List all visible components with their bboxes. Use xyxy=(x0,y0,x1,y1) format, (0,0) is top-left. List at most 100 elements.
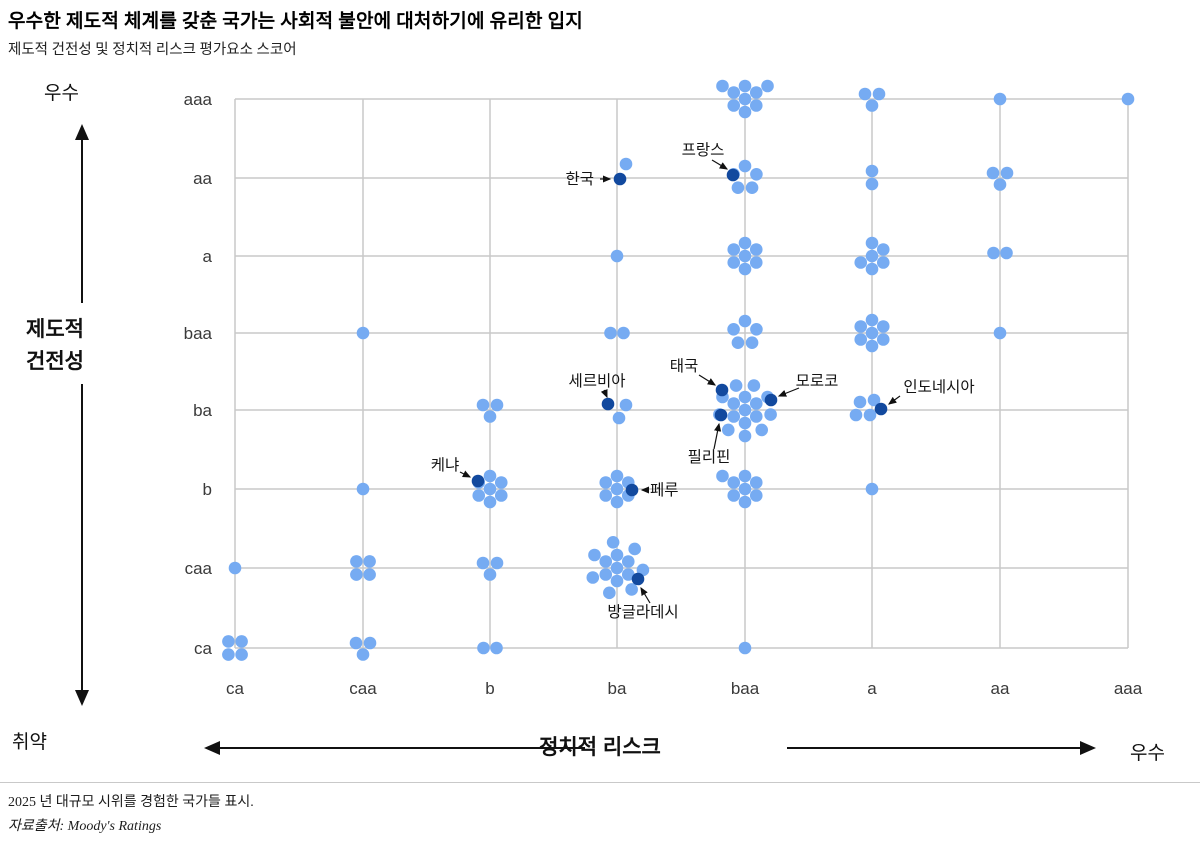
country-label: 인도네시아 xyxy=(903,378,974,396)
country-dot xyxy=(727,476,741,489)
country-dot xyxy=(731,181,745,195)
dot-cluster xyxy=(619,157,633,171)
country-dot xyxy=(621,568,635,581)
highlighted-country: 모로코 xyxy=(764,373,838,407)
country-dot xyxy=(610,482,624,496)
country-dot xyxy=(727,86,741,99)
highlighted-country: 세르비아 xyxy=(568,372,626,411)
x-tick-label: b xyxy=(485,679,494,698)
dot-cluster xyxy=(865,482,879,496)
x-tick-label: aaa xyxy=(1114,679,1143,698)
dot-cluster xyxy=(222,635,248,661)
highlighted-country-dot xyxy=(714,408,728,422)
highlighted-country: 페루 xyxy=(625,481,679,499)
y-axis-title: 제도적 건전성 xyxy=(26,314,84,377)
country-dot xyxy=(356,326,370,340)
country-dot xyxy=(476,556,490,570)
country-label: 방글라데시 xyxy=(607,603,678,621)
country-dot xyxy=(612,411,626,425)
y-tick-label: a xyxy=(203,247,213,266)
highlighted-country-dot xyxy=(471,474,485,488)
country-dot xyxy=(863,408,877,422)
dot-cluster xyxy=(599,469,635,509)
country-dot xyxy=(749,410,763,423)
country-dot xyxy=(755,423,769,437)
dot-cluster xyxy=(356,482,370,496)
country-dot xyxy=(490,641,503,655)
country-dot xyxy=(727,397,741,410)
country-dot xyxy=(228,561,242,575)
x-tick-label: a xyxy=(867,679,877,698)
country-dot xyxy=(993,92,1007,106)
highlighted-country: 필리핀 xyxy=(688,408,731,466)
dot-cluster xyxy=(610,249,624,263)
country-dot xyxy=(599,489,613,502)
country-dot xyxy=(987,246,1000,260)
x-axis-arrowhead-left xyxy=(204,741,220,755)
country-dot xyxy=(738,92,752,106)
x-tick-label: caa xyxy=(349,679,377,698)
highlighted-country: 한국 xyxy=(565,170,627,188)
country-dot xyxy=(588,548,601,562)
country-dot xyxy=(494,489,508,502)
dot-cluster xyxy=(586,535,650,600)
highlighted-country: 프랑스 xyxy=(682,141,740,182)
y-axis-title-line2: 건전성 xyxy=(26,349,84,373)
dot-cluster xyxy=(612,398,633,425)
country-dot xyxy=(738,403,752,417)
country-dot xyxy=(476,398,490,412)
country-dot xyxy=(610,561,624,575)
annotation-leader-line xyxy=(888,395,901,405)
annotation-leader-line xyxy=(459,470,472,478)
dot-cluster xyxy=(987,246,1013,260)
highlighted-country-dot xyxy=(715,383,729,397)
country-dot xyxy=(867,393,881,407)
country-dot xyxy=(1121,92,1135,106)
highlighted-country-dot xyxy=(613,172,627,186)
country-dot xyxy=(727,243,741,256)
country-dot xyxy=(738,79,752,93)
highlighted-country: 방글라데시 xyxy=(607,572,679,621)
country-dot xyxy=(472,489,486,502)
country-dot xyxy=(621,555,635,568)
country-dot xyxy=(729,379,743,392)
country-dot xyxy=(749,99,763,112)
country-dot xyxy=(854,320,868,333)
y-tick-label: baa xyxy=(184,324,213,343)
country-dot xyxy=(731,336,745,350)
country-dot xyxy=(749,256,763,269)
country-dot xyxy=(865,236,879,250)
country-dot xyxy=(749,397,763,410)
country-dot xyxy=(876,320,890,333)
x-axis-right-label: 우수 xyxy=(1130,743,1165,764)
country-dot xyxy=(865,339,879,353)
country-dot xyxy=(483,495,497,509)
y-axis-arrowhead-down xyxy=(75,690,89,706)
y-tick-label: caa xyxy=(185,559,213,578)
annotation-leader-line xyxy=(640,586,651,604)
country-dot xyxy=(747,379,761,392)
dot-cluster xyxy=(716,469,763,509)
country-label: 필리핀 xyxy=(688,448,731,466)
country-dot xyxy=(986,166,1000,180)
country-dot xyxy=(483,568,497,581)
country-dot xyxy=(610,249,624,263)
country-dot xyxy=(993,326,1007,340)
dot-cluster xyxy=(1121,92,1135,106)
country-dot xyxy=(738,641,752,655)
country-dot xyxy=(849,408,863,422)
country-dot xyxy=(876,333,890,346)
dot-cluster xyxy=(349,636,377,661)
country-dot-clusters xyxy=(222,79,1135,661)
country-dot xyxy=(738,390,752,404)
country-dot xyxy=(356,482,370,496)
axis-arrows xyxy=(75,124,1096,755)
country-dot xyxy=(617,326,630,340)
dot-cluster xyxy=(854,236,890,276)
country-dot xyxy=(606,535,620,549)
country-dot xyxy=(865,262,879,276)
country-dot xyxy=(738,249,752,263)
